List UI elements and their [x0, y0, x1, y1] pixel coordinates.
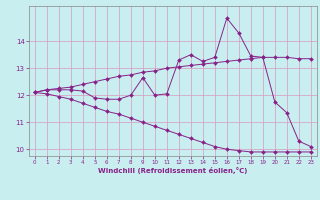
X-axis label: Windchill (Refroidissement éolien,°C): Windchill (Refroidissement éolien,°C)	[98, 167, 247, 174]
